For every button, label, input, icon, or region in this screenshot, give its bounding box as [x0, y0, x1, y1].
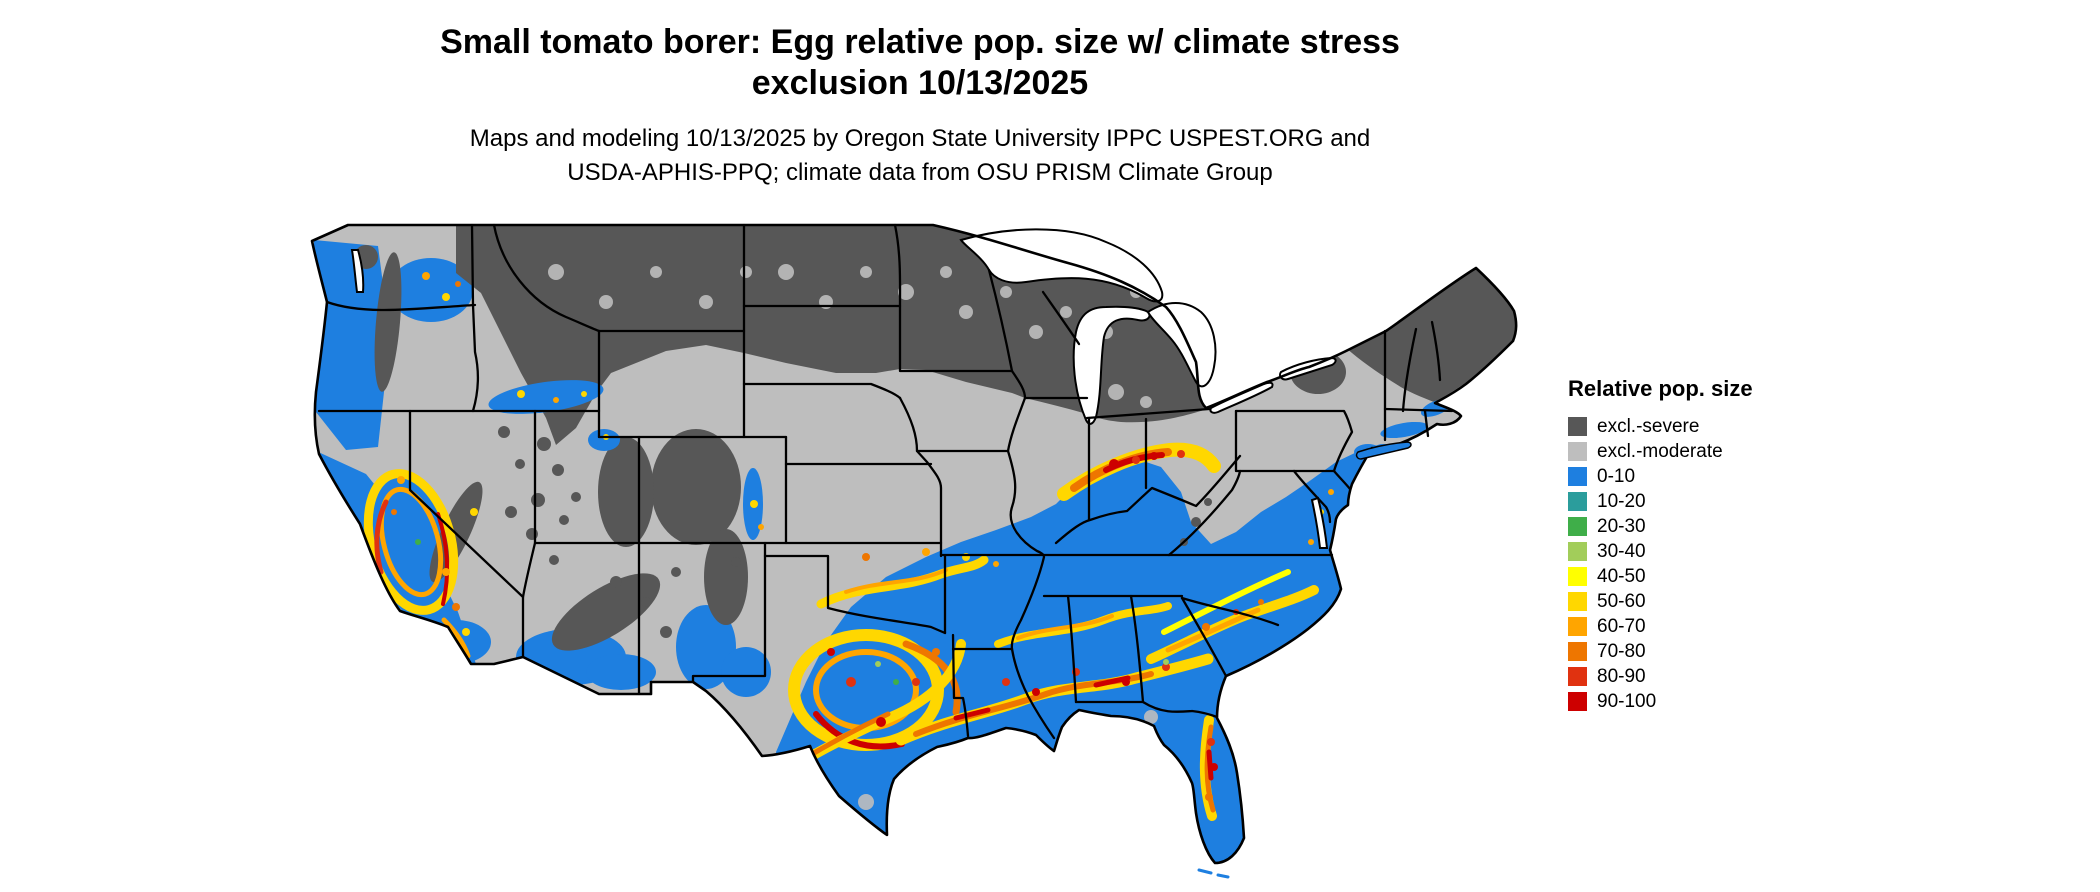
legend-swatch: [1568, 567, 1587, 586]
legend-entry: 40-50: [1568, 564, 1753, 589]
legend-entry: 20-30: [1568, 514, 1753, 539]
legend-label: 80-90: [1597, 665, 1646, 687]
florida-keys: [1197, 868, 1230, 879]
us-coastline: [310, 223, 1518, 865]
legend-label: 90-100: [1597, 690, 1657, 712]
legend-swatch: [1568, 542, 1587, 561]
legend-swatch: [1568, 517, 1587, 536]
legend-swatch: [1568, 692, 1587, 711]
legend-entry: 0-10: [1568, 464, 1753, 489]
legend-swatch: [1568, 642, 1587, 661]
legend-swatch: [1568, 592, 1587, 611]
page-title-line1: Small tomato borer: Egg relative pop. si…: [440, 23, 1400, 61]
legend-label: 30-40: [1597, 540, 1646, 562]
legend-entry: 70-80: [1568, 639, 1753, 664]
legend-title: Relative pop. size: [1568, 376, 1753, 401]
legend-entry: 10-20: [1568, 489, 1753, 514]
legend-swatch: [1568, 492, 1587, 511]
legend-label: 50-60: [1597, 590, 1646, 612]
chesapeake-bay: [1310, 496, 1329, 549]
legend-entry: excl.-moderate: [1568, 439, 1753, 464]
state-borders: [317, 223, 1454, 740]
lake-michigan: [1072, 305, 1151, 425]
us-map-svg: [310, 223, 1518, 879]
legend-label: 10-20: [1597, 490, 1646, 512]
us-map: [306, 212, 1520, 890]
page-subtitle-line1: Maps and modeling 10/13/2025 by Oregon S…: [469, 125, 1371, 152]
legend-entry: 30-40: [1568, 539, 1753, 564]
legend-label: 70-80: [1597, 640, 1646, 662]
legend-swatch: [1568, 667, 1587, 686]
legend-swatch: [1568, 617, 1587, 636]
map-legend: Relative pop. size excl.-severe excl.-mo…: [1568, 376, 1753, 714]
legend-entry: excl.-severe: [1568, 414, 1753, 439]
page-subtitle-line2: USDA-APHIS-PPQ; climate data from OSU PR…: [567, 159, 1273, 186]
legend-swatch: [1568, 417, 1587, 436]
legend-label: 60-70: [1597, 615, 1646, 637]
legend-label: 0-10: [1597, 465, 1636, 487]
legend-label: excl.-moderate: [1597, 440, 1723, 462]
long-island: [1355, 441, 1412, 460]
legend-label: 20-30: [1597, 515, 1646, 537]
page-title-line2: exclusion 10/13/2025: [751, 64, 1089, 102]
legend-entry: 60-70: [1568, 614, 1753, 639]
legend-label: 40-50: [1597, 565, 1646, 587]
legend-swatch: [1568, 467, 1587, 486]
legend-entry: 50-60: [1568, 589, 1753, 614]
lake-ontario: [1278, 356, 1337, 381]
offshore-features: [1197, 441, 1412, 879]
puget-sound: [350, 249, 365, 293]
page-title: Small tomato borer: Egg relative pop. si…: [0, 22, 1840, 104]
raster-warm-dots: [391, 272, 1334, 801]
legend-label: excl.-severe: [1597, 415, 1700, 437]
page-subtitle: Maps and modeling 10/13/2025 by Oregon S…: [0, 122, 1840, 190]
legend-swatch: [1568, 442, 1587, 461]
severe-speckles: [498, 426, 1212, 638]
legend-entry: 80-90: [1568, 664, 1753, 689]
legend-entry: 90-100: [1568, 689, 1753, 714]
raster-layers: [312, 225, 1517, 863]
raster-warm-streaks: [363, 380, 1452, 821]
lake-huron: [1146, 302, 1217, 388]
